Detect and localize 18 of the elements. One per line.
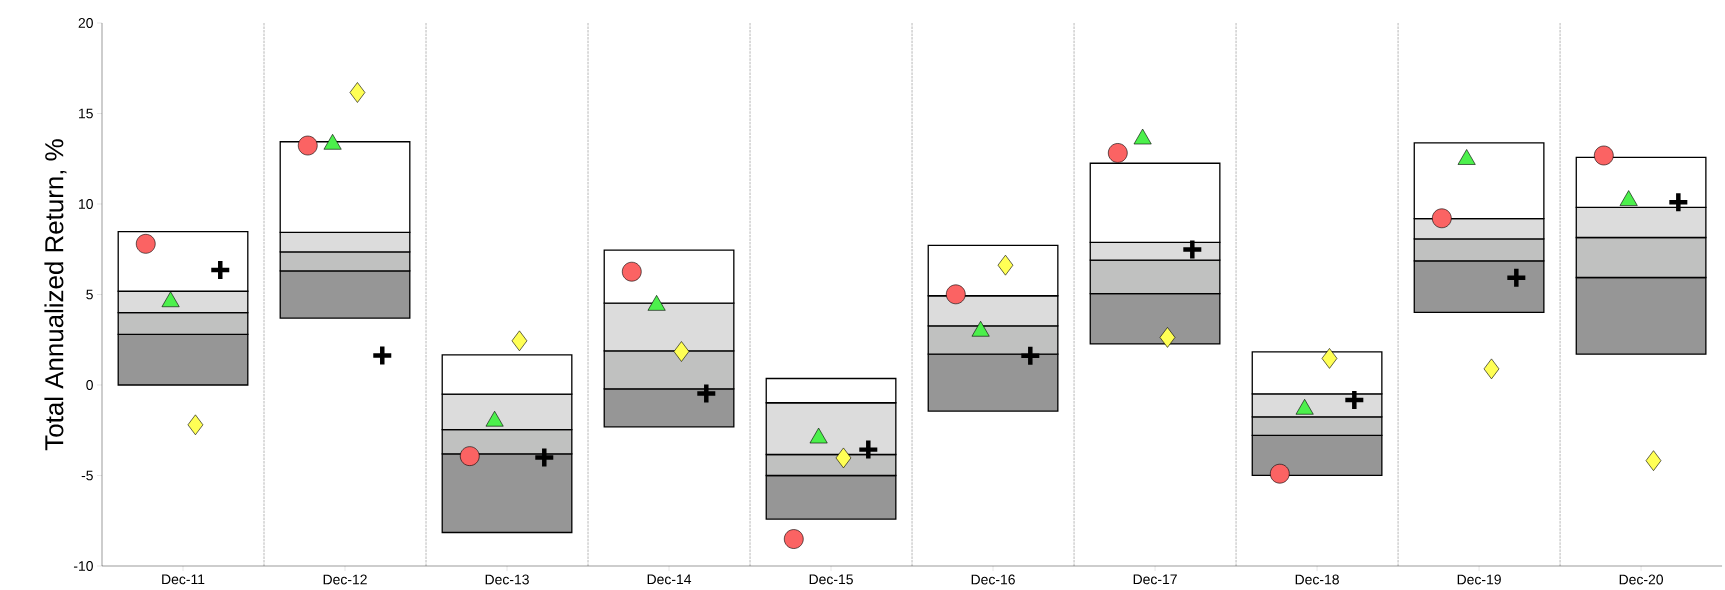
x-tick-label: Dec-13	[485, 574, 529, 585]
x-tick-label: Dec-16	[971, 574, 1015, 585]
y-tick-label: 15	[79, 108, 93, 119]
y-axis-title: Total Annualized Return, %	[44, 139, 67, 451]
y-tick-label: 20	[78, 18, 93, 28]
x-tick-label: Dec-20	[1619, 574, 1664, 585]
x-tick-label: Dec-15	[809, 574, 853, 585]
x-tick-label: Dec-11	[162, 574, 205, 585]
x-tick-label: Dec-17	[1133, 574, 1177, 585]
x-tick-label: Dec-12	[323, 574, 367, 585]
y-tick-label: -5	[81, 470, 93, 481]
y-tick-label: 5	[86, 289, 93, 300]
y-tick-label: -10	[73, 561, 93, 571]
x-tick-label: Dec-19	[1457, 574, 1501, 585]
y-tick-label: 0	[86, 380, 93, 390]
x-tick-label: Dec-14	[647, 574, 692, 585]
y-tick-label: 10	[79, 199, 93, 209]
x-tick-label: Dec-18	[1295, 574, 1339, 585]
